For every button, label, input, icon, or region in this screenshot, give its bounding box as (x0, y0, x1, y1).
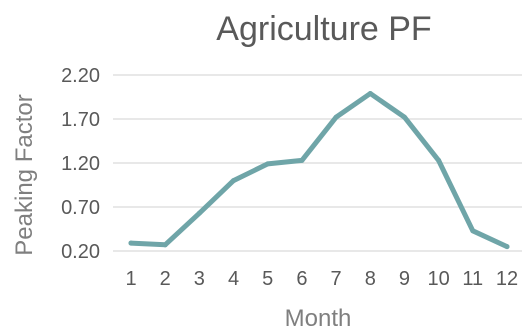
y-tick-label: 1.70 (61, 109, 100, 131)
x-tick-label: 12 (496, 268, 518, 290)
data-point (504, 244, 510, 250)
y-tick-label: 0.20 (61, 241, 100, 263)
data-point (401, 114, 407, 120)
y-tick-label: 2.20 (61, 65, 100, 87)
x-tick-label: 10 (428, 268, 450, 290)
y-axis-label: Peaking Factor (11, 94, 38, 255)
data-point (231, 178, 237, 184)
data-point (470, 228, 476, 234)
chart-title: Agriculture PF (216, 10, 431, 48)
gridlines (113, 74, 522, 252)
x-axis-label: Month (285, 305, 352, 331)
x-tick-label: 4 (228, 268, 239, 290)
x-tick-label: 2 (160, 268, 171, 290)
x-tick-labels: 1 2 3 4 5 6 7 8 9 10 11 12 (125, 268, 518, 290)
x-tick-label: 11 (462, 268, 483, 290)
data-point (265, 161, 271, 167)
data-point (196, 210, 202, 216)
x-tick-label: 3 (194, 268, 205, 290)
data-point (436, 157, 442, 163)
x-tick-label: 9 (399, 268, 410, 290)
data-point (128, 240, 134, 246)
data-point (162, 242, 168, 248)
x-tick-label: 5 (262, 268, 273, 290)
x-tick-label: 6 (296, 268, 307, 290)
y-tick-labels: 0.20 0.70 1.20 1.70 2.20 (61, 65, 100, 263)
y-tick-label: 1.20 (61, 153, 100, 175)
data-point (367, 90, 373, 96)
y-tick-label: 0.70 (61, 197, 100, 219)
x-tick-label: 7 (331, 268, 342, 290)
x-tick-label: 1 (125, 268, 136, 290)
data-point (299, 157, 305, 163)
x-tick-label: 8 (365, 268, 376, 290)
series-layer (128, 90, 510, 250)
series-line (128, 91, 510, 250)
data-point (333, 114, 339, 120)
